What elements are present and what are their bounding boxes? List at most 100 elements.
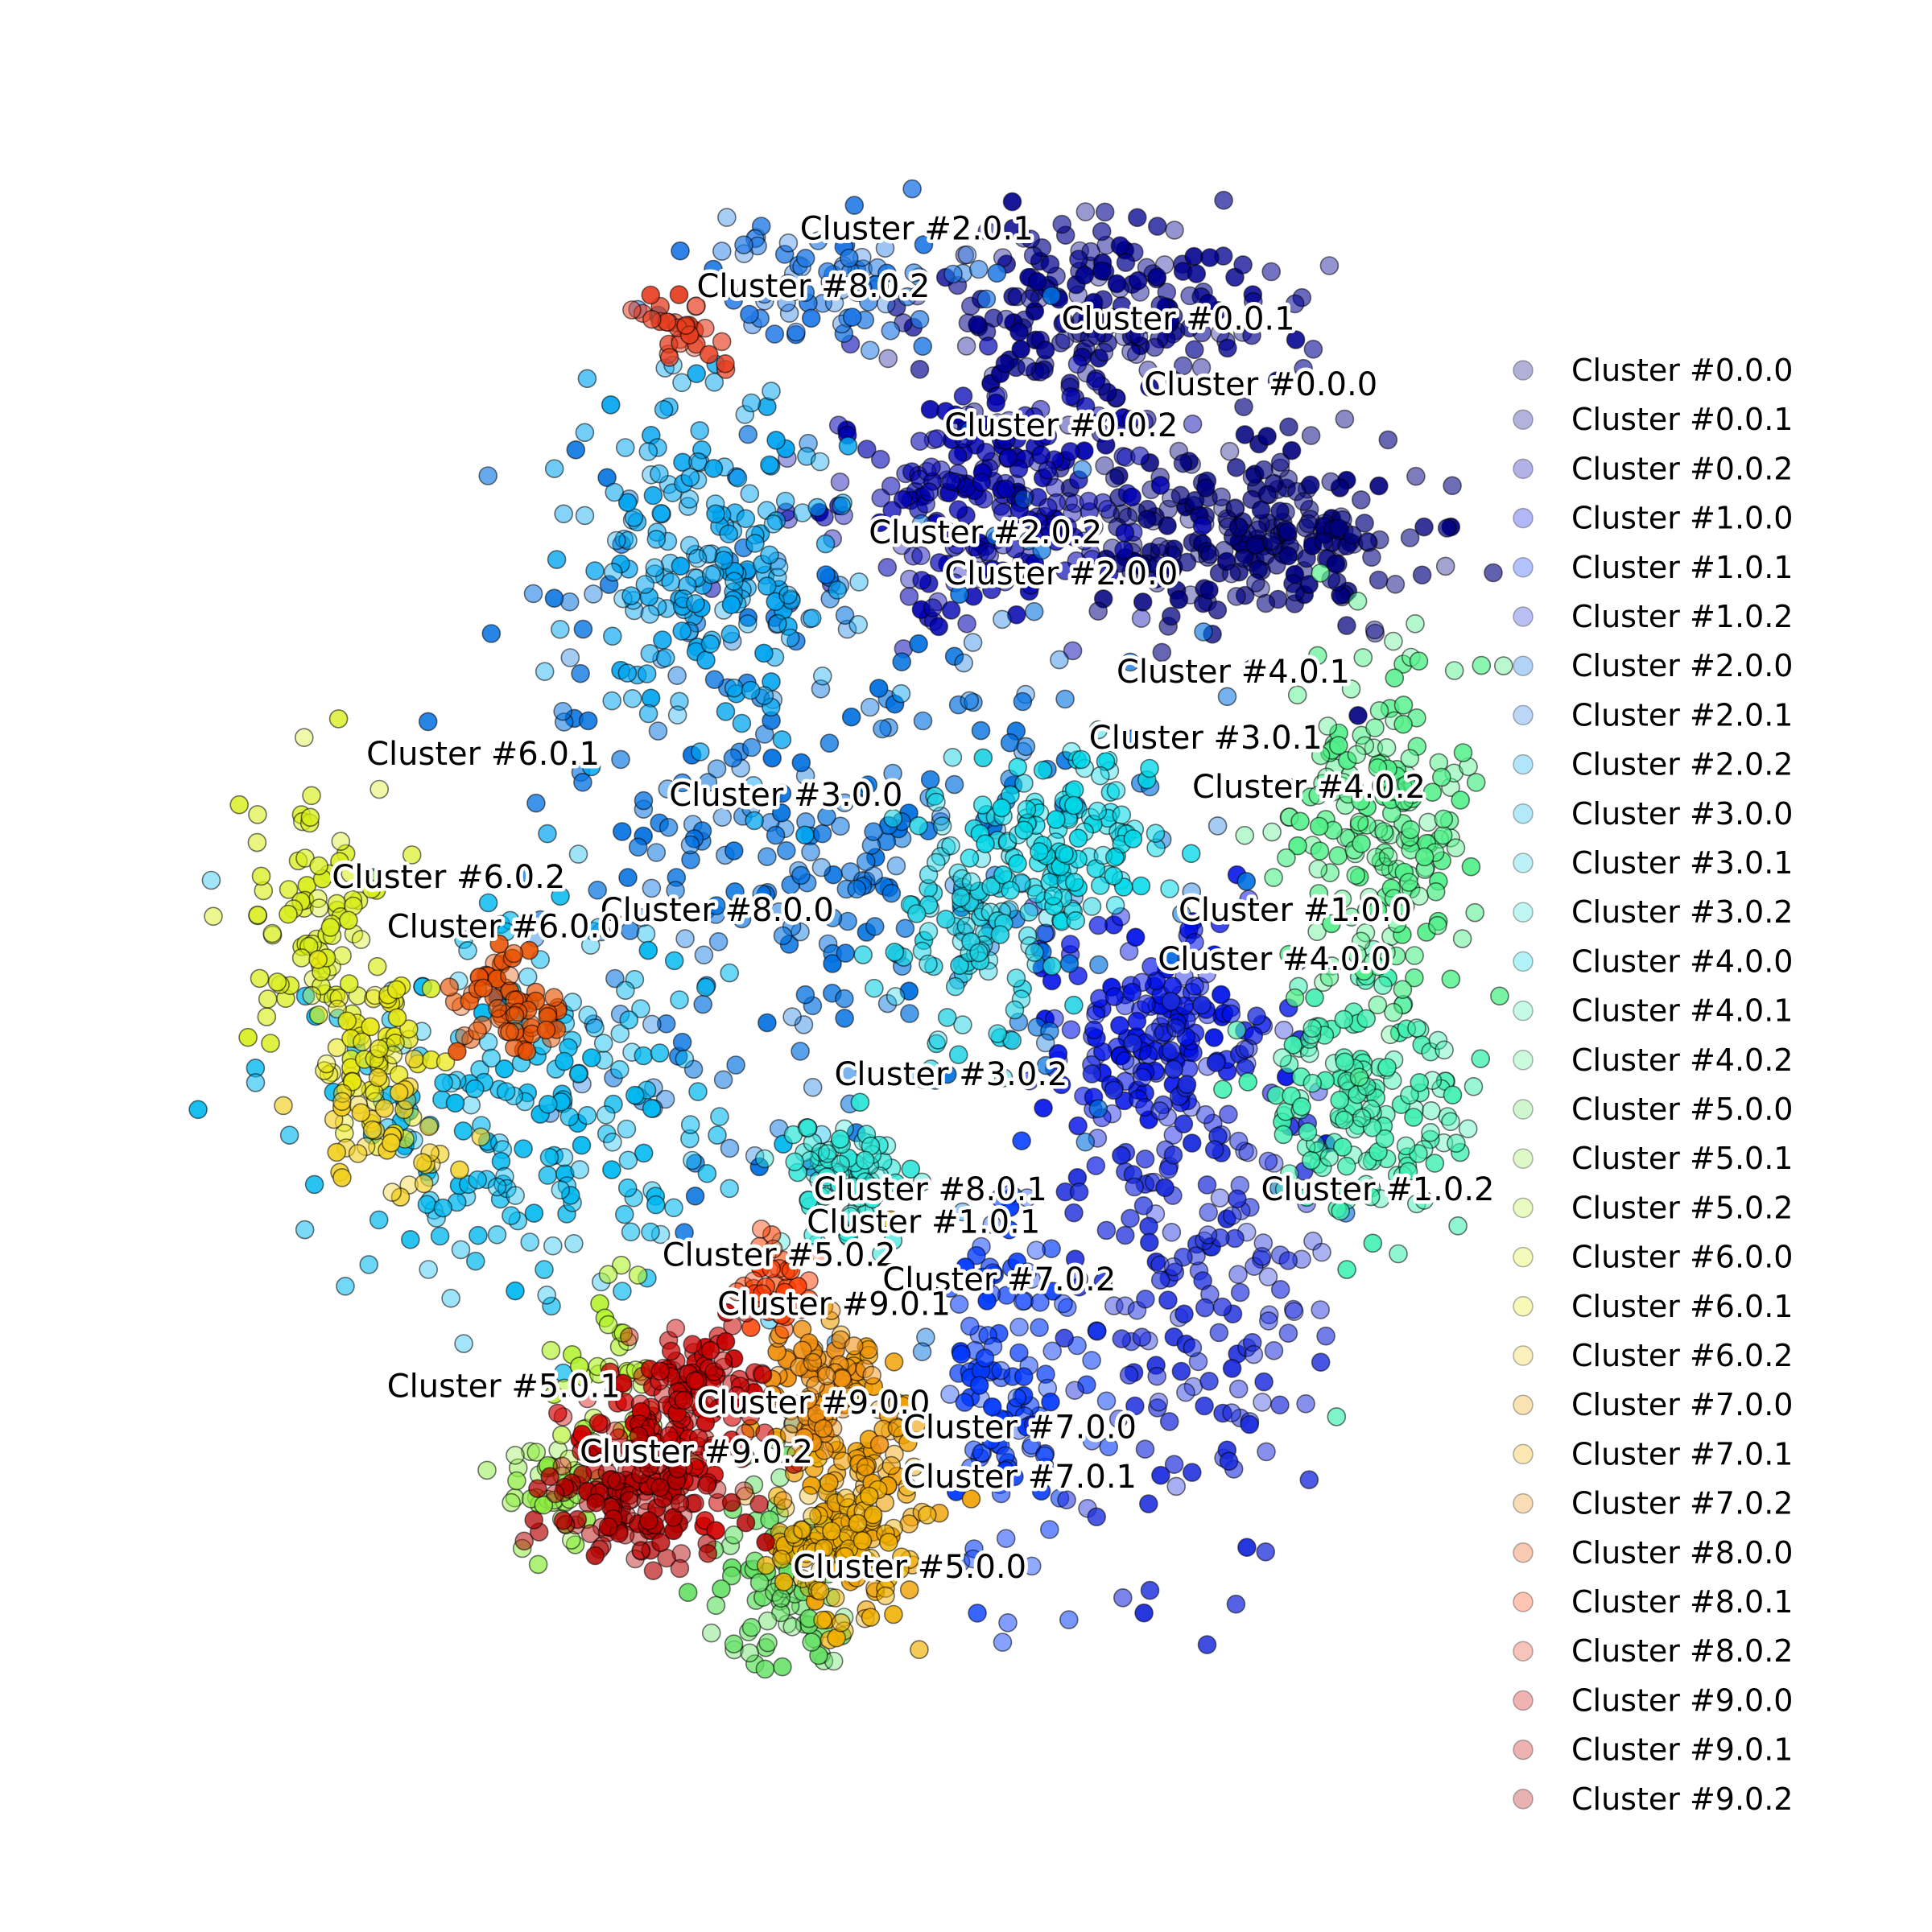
data-point: [852, 1531, 873, 1550]
data-point: [1099, 1437, 1118, 1457]
data-point: [930, 553, 949, 572]
data-point: [1163, 1257, 1183, 1277]
data-point: [910, 1640, 929, 1659]
legend-label: Cluster #8.0.2: [1571, 1633, 1793, 1669]
data-point: [945, 976, 965, 997]
data-point: [524, 1510, 544, 1530]
data-point: [1346, 865, 1366, 886]
data-point: [1119, 1365, 1139, 1385]
data-point: [1122, 982, 1142, 1002]
data-point: [732, 909, 752, 929]
data-point: [1099, 564, 1119, 584]
data-point: [913, 336, 932, 357]
legend-label: Cluster #3.0.0: [1571, 796, 1793, 832]
cluster-annotation: Cluster #1.0.1: [807, 1204, 1040, 1241]
data-point: [664, 1198, 683, 1218]
data-point: [295, 1220, 315, 1240]
data-point: [1330, 1090, 1349, 1110]
data-point: [1054, 1294, 1073, 1314]
data-point: [832, 1613, 851, 1633]
data-point: [884, 1352, 904, 1372]
data-point: [1104, 1080, 1124, 1100]
data-point: [404, 1049, 424, 1069]
data-point: [1238, 1072, 1257, 1092]
data-point: [302, 786, 321, 806]
data-point: [1005, 1000, 1025, 1020]
data-point: [1148, 217, 1167, 236]
data-point: [704, 670, 724, 690]
data-point: [1319, 256, 1340, 275]
data-point: [605, 482, 625, 502]
data-point: [671, 556, 691, 576]
data-point: [795, 248, 815, 268]
data-point: [849, 572, 869, 592]
data-point: [758, 1633, 778, 1653]
data-point: [949, 1294, 969, 1314]
data-point: [1270, 1280, 1290, 1299]
data-point: [996, 1460, 1015, 1480]
data-point: [1355, 514, 1374, 533]
data-point: [1301, 426, 1321, 445]
cluster-annotation: Cluster #9.0.0: [697, 1385, 931, 1422]
data-point: [577, 369, 597, 389]
data-point: [1057, 1490, 1076, 1509]
data-point: [983, 1263, 1003, 1282]
data-point: [551, 1425, 572, 1445]
data-point: [332, 1092, 352, 1112]
data-point: [1135, 1439, 1155, 1459]
data-point: [616, 980, 635, 1001]
data-point: [1262, 822, 1282, 842]
data-point: [1140, 1232, 1159, 1253]
data-point: [1035, 1033, 1055, 1053]
data-point: [1174, 1304, 1194, 1324]
data-point: [848, 1513, 868, 1534]
data-point: [765, 324, 785, 344]
cluster-annotation: Cluster #4.0.1: [1117, 654, 1350, 691]
legend-label: Cluster #0.0.0: [1571, 353, 1793, 388]
data-point: [953, 386, 973, 406]
data-point: [1212, 487, 1231, 507]
data-point: [831, 816, 850, 836]
data-point: [615, 438, 635, 457]
data-point: [1226, 1594, 1246, 1614]
data-point: [1221, 1004, 1241, 1024]
data-point: [927, 852, 946, 873]
legend-label: Cluster #0.0.2: [1571, 451, 1793, 486]
data-point: [414, 1174, 434, 1194]
data-point: [1428, 915, 1447, 935]
data-point: [465, 1251, 485, 1271]
data-point: [801, 308, 821, 328]
data-point: [847, 879, 867, 899]
data-point: [878, 349, 898, 369]
data-point: [864, 822, 883, 841]
data-point: [1169, 589, 1189, 609]
data-point: [988, 1024, 1007, 1043]
data-point: [1257, 1442, 1276, 1462]
data-point: [960, 691, 980, 711]
data-point: [1389, 1244, 1408, 1264]
data-point: [1237, 1538, 1257, 1557]
data-point: [661, 572, 681, 592]
data-point: [690, 421, 710, 440]
data-point: [1160, 311, 1179, 330]
legend-label: Cluster #4.0.1: [1571, 993, 1793, 1029]
data-point: [251, 866, 271, 886]
data-point: [1138, 1045, 1158, 1064]
data-point: [617, 663, 638, 683]
legend-marker: [1513, 803, 1534, 824]
data-point: [1131, 876, 1151, 896]
data-point: [836, 943, 856, 963]
data-point: [734, 1481, 754, 1501]
data-point: [741, 1617, 762, 1637]
data-point: [1378, 847, 1398, 867]
data-point: [535, 662, 555, 682]
legend-label: Cluster #9.0.0: [1571, 1682, 1793, 1718]
data-point: [699, 345, 719, 365]
data-point: [927, 792, 946, 812]
data-point: [430, 1226, 450, 1246]
data-point: [1378, 430, 1398, 450]
legend-marker: [1513, 1246, 1534, 1268]
data-point: [320, 918, 341, 937]
data-point: [1302, 1018, 1322, 1038]
data-point: [698, 773, 718, 792]
